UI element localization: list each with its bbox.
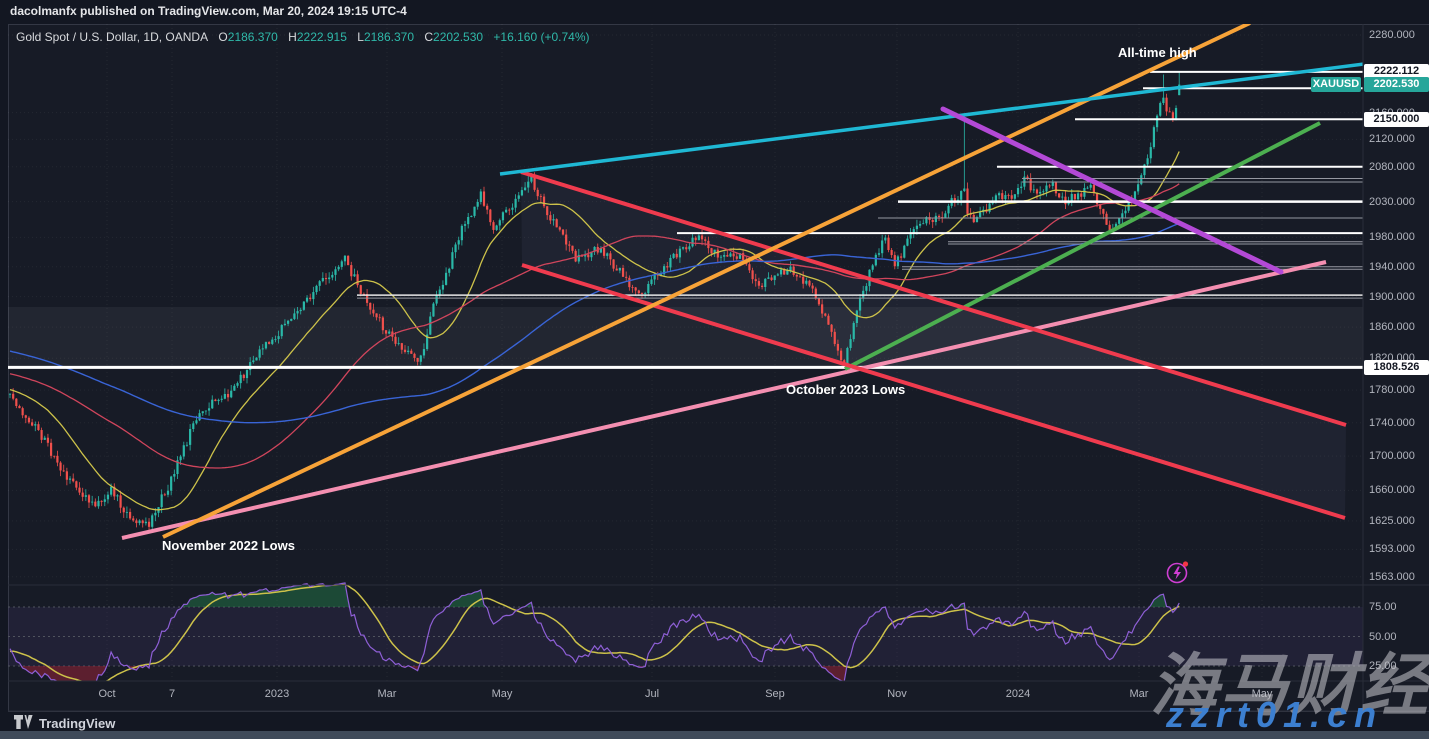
price-tick-label: 1900.000 (1369, 290, 1415, 303)
time-tick-label: Mar (1129, 688, 1149, 700)
price-tick-label: 2280.000 (1369, 29, 1415, 41)
time-tick-label: Sep (765, 688, 785, 700)
sma-mid (9, 183, 1180, 469)
rsi-tick-label: 50.00 (1369, 630, 1397, 643)
watermark-cjk: 海马财经 (1150, 648, 1429, 724)
annotation-all-time-high: All-time high (1118, 45, 1197, 60)
lightning-bolt-icon (1173, 566, 1181, 580)
ohlc-open: O2186.370 (218, 30, 278, 44)
horizontal-levels (8, 70, 1363, 369)
price-tick-label: 1660.000 (1369, 484, 1415, 497)
price-tick-label: 2080.000 (1369, 160, 1415, 173)
rsi-tick-label: 25.00 (1369, 660, 1397, 672)
price-tick-label: 2120.000 (1369, 133, 1415, 146)
time-tick-label: 2023 (264, 688, 290, 700)
price-tick-label: 1740.000 (1369, 416, 1415, 429)
separators (8, 24, 1429, 712)
time-tick-label: May (1251, 688, 1273, 700)
time-tick-label: Jul (644, 688, 660, 700)
time-tick-label: Oct (98, 688, 116, 700)
symbol-badge: XAUUSD (1311, 77, 1361, 93)
tradingview-attribution[interactable]: TradingView (14, 715, 115, 731)
publish-info: dacolmanfx published on TradingView.com,… (10, 4, 407, 18)
green-october-uptrend[interactable] (844, 121, 1321, 371)
rsi-pane (8, 582, 1363, 681)
price-tick-label: 1860.000 (1369, 321, 1415, 334)
flash-icon-circle (1166, 562, 1188, 584)
ohlc-close: C2202.530 (424, 30, 484, 44)
sma-slow (9, 222, 1180, 424)
watermark-url: zzrt01.cn (1166, 694, 1384, 735)
rsi-tick-label: 75.00 (1369, 601, 1397, 613)
time-tick-label: Nov (887, 688, 907, 700)
rsi-ma-line (9, 583, 1180, 681)
price-tick-label: 1780.000 (1369, 384, 1415, 397)
rsi-line (9, 582, 1180, 681)
trendlines (121, 23, 1380, 540)
bottom-strip (0, 731, 1429, 739)
symbol-title[interactable]: Gold Spot / U.S. Dollar, 1D, OANDA (16, 30, 209, 44)
last-price-badge: 2202.530 (1364, 77, 1429, 93)
grid (8, 24, 1363, 681)
time-tick-label: May (491, 688, 513, 700)
price-level-badge: 2150.000 (1364, 111, 1429, 127)
ohlc-high: H2222.915 (288, 30, 347, 44)
price-tick-label: 1980.000 (1369, 231, 1415, 244)
purple-correction-line[interactable] (940, 106, 1284, 275)
orange-major-uptrend[interactable] (162, 23, 1251, 539)
pink-long-term-support[interactable] (121, 260, 1327, 540)
chart-legend[interactable]: Gold Spot / U.S. Dollar, 1D, OANDA O2186… (16, 30, 590, 44)
tradingview-logo-text: TradingView (39, 715, 116, 731)
red-channel-lower[interactable] (521, 263, 1346, 520)
price-level-badge: 1808.526 (1364, 359, 1429, 375)
price-tick-label: 1563.000 (1369, 570, 1415, 583)
price-tick-label: 1700.000 (1369, 450, 1415, 463)
price-tick-label: 1593.000 (1369, 543, 1415, 556)
cyan-highs-trendline[interactable] (499, 62, 1380, 176)
price-level-badge: 2222.112 (1364, 64, 1429, 80)
red-channel-upper[interactable] (520, 170, 1347, 427)
time-tick-label: 2024 (1005, 688, 1031, 700)
flash-object-icon[interactable] (1164, 559, 1190, 585)
price-tick-label: 2030.000 (1369, 195, 1415, 208)
notification-dot (1182, 561, 1189, 567)
tradingview-logo-icon (14, 715, 33, 729)
annotation-october-lows: October 2023 Lows (786, 382, 906, 397)
moving-averages (9, 151, 1180, 511)
ohlc-low: L2186.370 (357, 30, 414, 44)
time-tick-label: 7 (168, 688, 176, 700)
price-tick-label: 1940.000 (1369, 260, 1415, 273)
time-tick-label: Mar (377, 688, 397, 700)
annotation-november-lows: November 2022 Lows (162, 538, 295, 553)
change-value: +16.160 (+0.74%) (493, 30, 590, 44)
price-tick-label: 1625.000 (1369, 514, 1415, 527)
